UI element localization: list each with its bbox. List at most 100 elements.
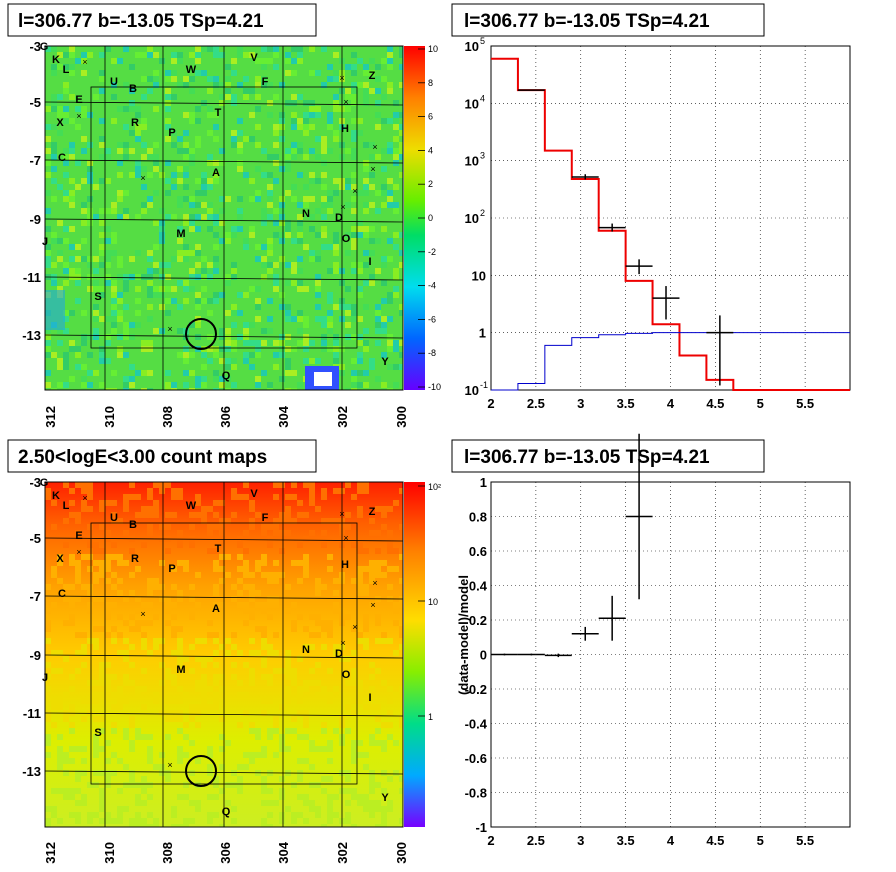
residual-colorbar: 10 8 6 4 2 0 -2 -4 -6 -8 -10 (404, 44, 441, 392)
ratio-xtick: 2 (487, 833, 494, 848)
spectrum-xtick: 4.5 (706, 396, 724, 411)
ratio-ylabel: (data-model)/model (456, 575, 471, 695)
ratio-ytick: -0.4 (465, 717, 488, 732)
source-label-S: S (94, 727, 101, 739)
source-label-R: R (131, 117, 139, 129)
residual-colorbar-tick: -2 (428, 247, 436, 257)
lat-tick--7: -7 (29, 153, 41, 168)
lon-tick-312: 312 (43, 842, 58, 864)
lon-tick-308: 308 (160, 842, 175, 864)
spectrum-ytick-exp: 4 (480, 93, 485, 103)
spectrum-ytick-exp: -1 (480, 380, 488, 390)
source-label-D: D (335, 212, 343, 224)
source-label-P: P (168, 127, 175, 139)
source-label-L: L (63, 64, 70, 76)
lon-tick-310: 310 (102, 842, 117, 864)
spectrum-xtick: 3 (577, 396, 584, 411)
source-label-W: W (186, 64, 197, 76)
ratio-xtick: 3 (577, 833, 584, 848)
count-map-sources: KL UB W VF Z EX R P T H C A N DO J M I S Q Y G × × × × × × × × × × (40, 477, 390, 818)
ratio-ytick: 0.4 (469, 579, 488, 594)
marker-x: × (372, 578, 377, 588)
marker-x: × (82, 493, 87, 503)
marker-x: × (343, 533, 348, 543)
marker-x: × (167, 760, 172, 770)
ratio-ytick: 0.2 (469, 613, 487, 628)
lat-tick--9: -9 (29, 212, 41, 227)
lat-tick--13: -13 (22, 328, 41, 343)
ratio-xtick: 4.5 (706, 833, 724, 848)
source-label-T: T (215, 543, 222, 555)
residual-colorbar-tick: -4 (428, 281, 436, 291)
count-colorbar: 10² 10 1 (404, 482, 441, 827)
spectrum-marks (491, 57, 850, 391)
residual-colorbar-tick: -8 (428, 348, 436, 358)
residual-map: KL UB W VF Z EX R P T H C A N DO J M I S Q Y G × × × × × × × × × × (40, 41, 404, 391)
residual-colorbar-tick: 8 (428, 78, 433, 88)
source-label-G: G (40, 477, 49, 489)
source-label-O: O (342, 669, 351, 681)
spectrum-ytick: 10 (465, 154, 479, 169)
ratio-ytick: -0.8 (465, 786, 487, 801)
source-label-H: H (341, 559, 349, 571)
lat-tick--7: -7 (29, 589, 41, 604)
residual-colorbar-tick: 6 (428, 112, 433, 122)
source-label-I: I (368, 256, 371, 268)
target-circle-count (185, 755, 217, 787)
source-label-M: M (176, 228, 185, 240)
lat-tick--13: -13 (22, 764, 41, 779)
target-circle (185, 318, 217, 350)
source-label-X: X (56, 553, 64, 565)
lat-tick--3: -3 (29, 39, 41, 54)
lon-tick-300: 300 (394, 842, 409, 864)
ratio-ytick: 0 (480, 648, 487, 663)
marker-x: × (343, 97, 348, 107)
source-label-Z: Z (369, 506, 376, 518)
ratio-plot: 2 2.5 3 3.5 4 4.5 5 5.5 -1 -0.8 -0.6 -0.4 -0.2 0 0.2 0.… (456, 433, 851, 848)
top-left-title: l=306.77 b=-13.05 TSp=4.21 (18, 11, 264, 32)
spectrum-ytick-exp: 3 (480, 151, 485, 161)
count-map: KL UB W VF Z EX R P T H C A N DO J M I S Q Y G × × × × × × × × × × (40, 477, 404, 828)
spectrum-ytick: 10 (465, 96, 479, 111)
source-label-F: F (262, 512, 269, 524)
residual-map-grid (45, 46, 403, 390)
marker-x: × (370, 600, 375, 610)
lat-tick--11: -11 (23, 706, 41, 721)
ratio-ytick: -0.2 (465, 682, 487, 697)
residual-colorbar-tick: 10 (428, 44, 438, 54)
map-axis-labels: 312 310 308 306 304 302 300 -3 -5 -7 -9 -11 -13 312 31… (22, 39, 409, 864)
source-label-C: C (58, 152, 66, 164)
source-label-L: L (63, 500, 70, 512)
lon-tick-302: 302 (335, 406, 350, 428)
spectrum-step-line (491, 332, 850, 391)
residual-map-sources: KL UB W VF Z EX R P T H C A N DO J M I S Q Y G × × × × × × × × × × (40, 41, 390, 382)
marker-x: × (340, 202, 345, 212)
spectrum-xtick: 5.5 (796, 396, 814, 411)
ratio-xtick: 3.5 (617, 833, 635, 848)
source-label-D: D (335, 648, 343, 660)
source-label-M: M (176, 664, 185, 676)
spectrum-ytick-exp: 5 (480, 36, 485, 46)
spectrum-xtick: 3.5 (617, 396, 635, 411)
residual-colorbar-tick: 0 (428, 213, 433, 223)
marker-x: × (167, 324, 172, 334)
lon-tick-306: 306 (218, 406, 233, 428)
marker-x: × (76, 111, 81, 121)
source-label-K: K (52, 54, 60, 66)
ratio-xtick: 5 (757, 833, 764, 848)
lon-tick-300: 300 (394, 406, 409, 428)
lon-tick-304: 304 (276, 841, 291, 863)
source-label-F: F (262, 76, 269, 88)
count-colorbar-tick: 10 (428, 597, 438, 607)
source-label-V: V (250, 52, 258, 64)
marker-x: × (140, 609, 145, 619)
source-label-C: C (58, 588, 66, 600)
lon-tick-308: 308 (160, 406, 175, 428)
source-label-U: U (110, 512, 118, 524)
ratio-ticks: 2 2.5 3 3.5 4 4.5 5 5.5 -1 -0.8 -0.6 -0.4 -0.2 0 0.2 0.… (465, 475, 815, 848)
source-label-K: K (52, 490, 60, 502)
ratio-xtick: 4 (667, 833, 675, 848)
residual-colorbar-tick: -6 (428, 314, 436, 324)
